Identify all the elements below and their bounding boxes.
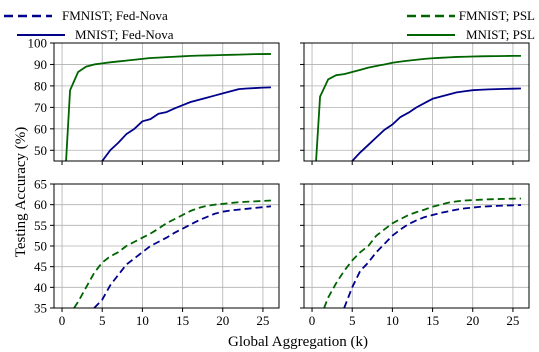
legend-label-mnist-psl: MNIST; PSL (466, 27, 535, 42)
y-tick-label: 45 (34, 259, 47, 274)
legend-label-fmnist-fednova: FMNIST; Fed-Nova (62, 8, 168, 23)
y-tick-label: 100 (28, 36, 48, 51)
y-tick-label: 50 (34, 239, 47, 254)
x-tick-label: 25 (256, 313, 269, 328)
legend-label-mnist-fednova: MNIST; Fed-Nova (75, 27, 174, 42)
series-line-mnist-fed-nova (101, 86, 271, 161)
x-tick-label: 15 (426, 313, 439, 328)
y-tick-label: 65 (34, 177, 47, 192)
y-tick-label: 80 (34, 78, 47, 93)
x-tick-label: 0 (309, 313, 316, 328)
series-line-mnist-psl (315, 54, 521, 161)
panel-4: 0 5 10 15 20 25 (300, 183, 530, 328)
y-tick-label: 70 (34, 100, 47, 115)
x-tick-label: 5 (99, 313, 106, 328)
legend-label-fmnist-psl: FMNIST; PSL (459, 8, 535, 23)
legend: FMNIST; Fed-Nova MNIST; Fed-Nova FMNIST;… (4, 8, 535, 42)
y-tick-label: 40 (34, 280, 47, 295)
x-tick-label: 25 (506, 313, 519, 328)
x-tick-label: 10 (386, 313, 399, 328)
series-line-mnist-fed-nova (351, 87, 521, 161)
x-axis-label: Global Aggregation (k) (228, 334, 368, 350)
x-tick-label: 20 (216, 313, 229, 328)
x-tick-label: 10 (136, 313, 149, 328)
x-tick-label: 0 (59, 313, 66, 328)
series-line-mnist-psl (65, 53, 271, 161)
panel-2 (300, 42, 530, 165)
series-line-fmnist-fed-nova (93, 205, 272, 308)
y-tick-label: 55 (34, 218, 47, 233)
panel-1: 50 60 70 80 90 100 (28, 36, 280, 165)
y-tick-label: 60 (34, 197, 47, 212)
panel-3: 0 5 10 15 20 25 35 40 45 50 55 60 65 (34, 177, 280, 328)
y-tick-label: 35 (34, 301, 47, 316)
y-tick-label: 60 (34, 121, 47, 136)
series-line-fmnist-fed-nova (343, 204, 521, 308)
panel-frame (53, 42, 280, 162)
x-tick-label: 15 (176, 313, 189, 328)
panel-frame (303, 42, 530, 162)
plot-panels: 50 60 70 80 90 100 0 5 10 15 20 25 35 40 45 50 55 60 65 0 5 1… (28, 36, 530, 328)
series-line-fmnist-psl (323, 197, 521, 308)
x-tick-label: 5 (349, 313, 356, 328)
y-tick-label: 90 (34, 57, 47, 72)
y-axis-label: Testing Accuracy (%) (13, 127, 29, 258)
x-tick-label: 20 (466, 313, 479, 328)
y-tick-label: 50 (34, 143, 47, 158)
series-line-fmnist-psl (73, 199, 272, 308)
